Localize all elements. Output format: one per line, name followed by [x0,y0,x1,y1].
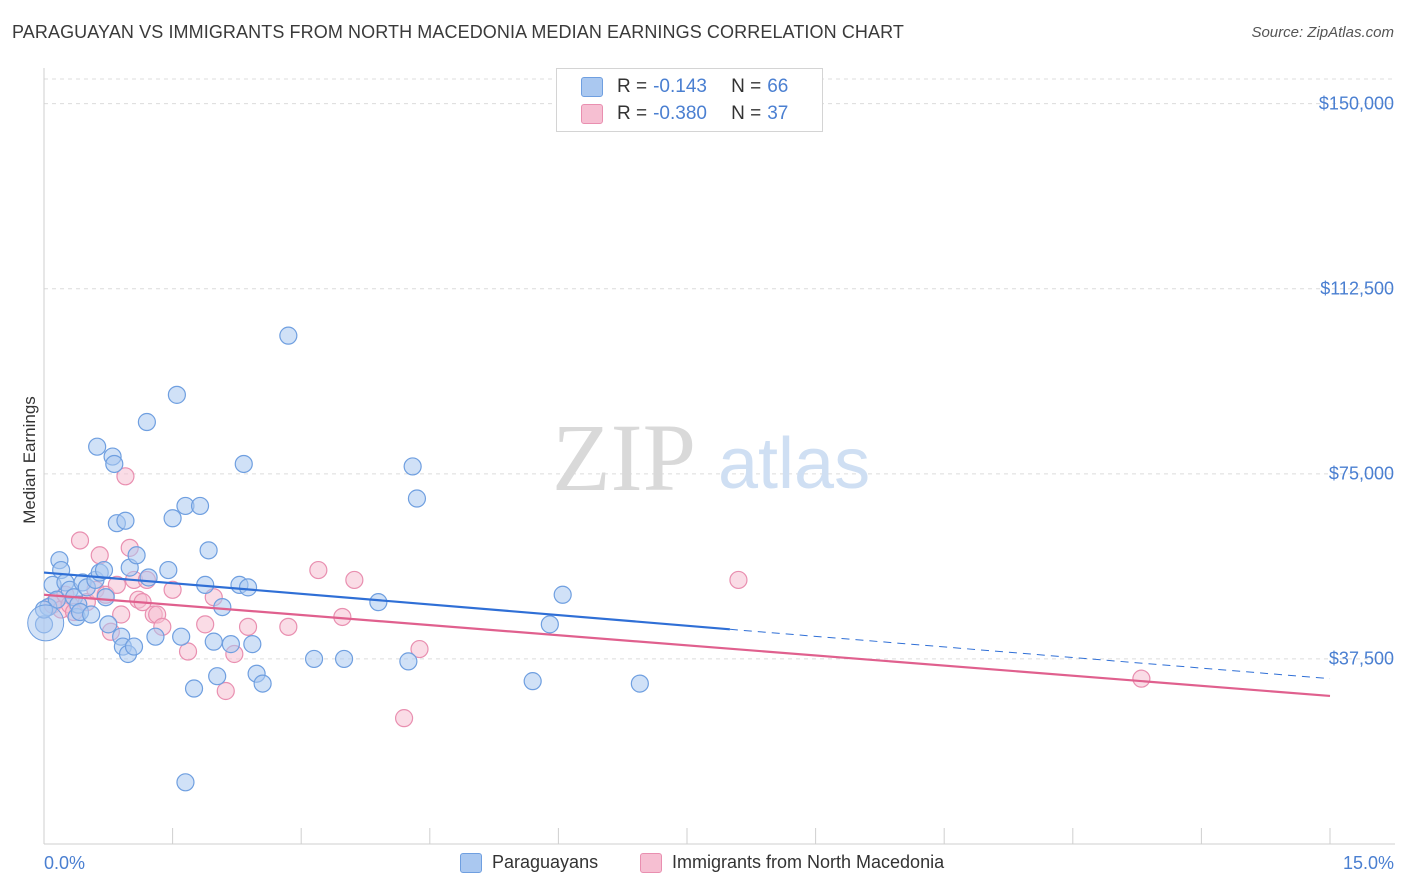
paraguayan-point [127,546,146,565]
legend-swatch-pink [581,104,603,124]
series-paraguayans-points [27,326,649,792]
north-macedonia-point [163,580,182,599]
north-macedonia-trend-line [43,593,1331,698]
series-legend-swatch-pink [640,852,662,873]
paraguayan-point [279,326,298,345]
correlation-legend: R = -0.143 N = 66 R = -0.380 N = 37 [556,68,823,132]
paraguayan-point [253,674,272,693]
watermark: ZIP atlas [552,404,870,511]
legend-row-paraguayans: R = -0.143 N = 66 [581,75,788,99]
north-macedonia-point [345,570,364,590]
north-macedonia-point [279,617,298,636]
north-macedonia-point [107,575,126,594]
paraguayan-point [630,674,649,693]
paraguayan-point [184,679,204,698]
north-macedonia-point [729,570,748,590]
paraguayan-point [139,568,158,587]
paraguayan-point [304,649,324,669]
series-legend-north-macedonia: Immigrants from North Macedonia [640,852,944,873]
legend-row-north-macedonia: R = -0.380 N = 37 [581,102,788,126]
y-tick-label: $112,500 [1320,278,1394,299]
paraguayan-point [116,511,135,530]
north-macedonia-point [216,681,235,701]
north-macedonia-point [410,639,429,659]
paraguayan-point [137,412,156,432]
paraguayan-point [105,454,124,474]
paraguayan-point [167,385,186,404]
paraguayan-point [190,496,210,516]
watermark-zip: ZIP [552,404,696,511]
paraguayan-point [213,597,232,617]
north-macedonia-point [309,560,328,580]
legend-r-label: R = [617,103,648,124]
watermark-atlas: atlas [718,424,870,504]
series-legend-paraguayans: Paraguayans [460,852,598,873]
x-tick-max: 15.0% [1342,853,1394,873]
paraguayan-point [204,632,223,651]
north-macedonia-point [116,467,135,486]
paraguayan-point [540,615,559,634]
paraguayan-point [159,560,178,580]
north-macedonia-point [112,605,131,624]
paraguayan-point [243,635,262,654]
legend-r-value: -0.143 [653,76,707,97]
paraguayan-point [176,773,195,792]
y-tick-label: $75,000 [1328,463,1394,484]
paraguayan-cluster-point [27,604,65,642]
trend-lines [43,571,1331,698]
north-macedonia-point [70,531,90,550]
north-macedonia-point [196,615,215,634]
legend-swatch-blue [581,77,603,97]
paraguayan-point [399,652,418,671]
paraguayan-point [403,457,422,476]
paraguayan-point [221,635,240,654]
north-macedonia-point [394,709,414,728]
legend-r-label: R = [617,76,648,97]
y-tick-label: $37,500 [1328,648,1394,669]
paraguayan-point [208,667,227,686]
paraguayan-point [163,509,182,528]
north-macedonia-point [178,642,198,661]
paraguayan-point [124,637,144,656]
legend-n-value: 66 [767,76,789,97]
chart-title: PARAGUAYAN VS IMMIGRANTS FROM NORTH MACE… [12,22,904,42]
paraguayan-point [99,615,118,634]
paraguayan-point [523,672,542,691]
paraguayan-point [369,593,388,612]
paraguayans-trend-line [43,571,730,631]
paraguayan-point [234,454,253,474]
legend-n-label: N = [731,76,762,97]
legend-n-label: N = [731,103,762,124]
series-legend-swatch-blue [460,852,482,873]
paraguayan-point [172,627,191,646]
paraguayan-point [334,649,354,669]
legend-n-value: 37 [767,103,789,124]
paraguayan-point [407,489,427,508]
source-label: Source: ZipAtlas.com [1251,24,1394,41]
paraguayan-point [238,578,258,597]
paraguayan-point [96,588,115,607]
paraguayan-point [146,627,165,646]
y-tick-label: $150,000 [1318,93,1394,114]
paraguayan-point [199,541,218,560]
north-macedonia-point [238,617,258,636]
x-tick-min: 0.0% [44,853,86,873]
north-macedonia-point [1132,669,1151,688]
series-legend-label: Immigrants from North Macedonia [672,852,945,872]
paraguayan-point [88,437,107,456]
paraguayan-point [82,605,101,624]
legend-r-value: -0.380 [653,103,707,124]
paraguayans-trend-extension [729,628,1331,680]
paraguayan-point [553,585,572,604]
axes [43,68,1395,845]
series-legend-label: Paraguayans [492,852,599,872]
grid-lines [44,78,1395,660]
